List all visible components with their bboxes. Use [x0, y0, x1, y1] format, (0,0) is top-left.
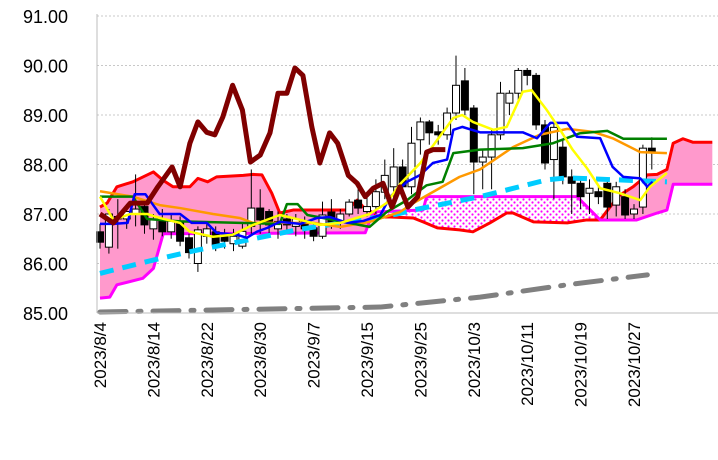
y-tick-label: 89.00	[23, 106, 68, 126]
yellow-line	[98, 89, 668, 239]
x-tick-label: 2023/9/15	[358, 322, 377, 398]
candle-body-down	[576, 182, 585, 198]
candle-body-down	[558, 146, 567, 178]
candle-body-down	[594, 191, 603, 198]
orange-line	[99, 127, 667, 229]
candle-body-up	[345, 201, 354, 215]
candle-body-up	[505, 92, 514, 104]
candle-body-down	[96, 231, 104, 243]
candle-body-down	[185, 237, 193, 254]
x-tick-label: 2023/8/22	[198, 322, 217, 398]
candle-body-up	[478, 156, 487, 163]
x-tick-label: 2023/9/7	[305, 322, 324, 388]
cloud-fill-bearish	[373, 196, 601, 232]
candle-body-up	[496, 92, 505, 136]
cloud-fill-bullish	[100, 171, 374, 299]
candle-body-down	[425, 121, 434, 134]
candle-body-up	[149, 219, 158, 230]
candle-body-down	[256, 207, 265, 221]
candle-body-up	[452, 84, 460, 114]
candle-body-up	[193, 229, 202, 264]
indicator-lines	[97, 65, 668, 315]
candle-body-up	[416, 121, 425, 141]
y-tick-label: 87.00	[23, 205, 68, 225]
x-tick-label: 2023/10/11	[518, 322, 537, 406]
cloud-fill-bullish	[600, 138, 713, 220]
blue-line	[100, 121, 654, 240]
y-tick-label: 86.00	[23, 255, 68, 275]
axes: 85.00 86.00 87.00 88.00 89.00 90.00 91.00 2023/…	[23, 7, 718, 407]
senkou-span-a	[99, 137, 713, 234]
candle-body-up	[407, 142, 416, 188]
x-tick-label: 2023/10/27	[625, 322, 644, 407]
x-tick-label: 2023/8/30	[251, 322, 270, 398]
chikou-span	[98, 65, 446, 226]
x-tick-label: 2023/10/19	[572, 322, 591, 407]
candle-body-up	[514, 69, 523, 94]
y-tick-label: 91.00	[23, 7, 68, 27]
candle-body-up	[612, 186, 621, 206]
candle-body-up	[389, 166, 398, 188]
x-tick-label: 2023/9/25	[411, 322, 430, 398]
candle-body-down	[621, 196, 630, 216]
candle-body-down	[354, 199, 363, 209]
candle-body-down	[460, 80, 469, 111]
candle-body-up	[371, 191, 380, 208]
x-tick-label: 2023/8/4	[91, 322, 110, 388]
x-tick-label: 2023/10/3	[465, 322, 484, 398]
candle-body-down	[158, 219, 167, 233]
candle-body-up	[487, 134, 496, 158]
y-tick-label: 90.00	[23, 57, 68, 77]
candles	[96, 55, 656, 272]
candle-body-up	[630, 208, 638, 215]
candle-body-down	[523, 69, 532, 76]
y-tick-label: 85.00	[23, 304, 68, 324]
candle-body-down	[603, 182, 612, 208]
x-tick-label: 2023/8/14	[144, 322, 163, 398]
candle-body-down	[469, 107, 478, 163]
y-tick-label: 88.00	[23, 156, 68, 176]
gray-dash-dot-line	[97, 272, 650, 315]
candle-body-up	[585, 187, 594, 194]
candle-body-up	[363, 206, 371, 213]
candle-body-up	[443, 112, 452, 136]
